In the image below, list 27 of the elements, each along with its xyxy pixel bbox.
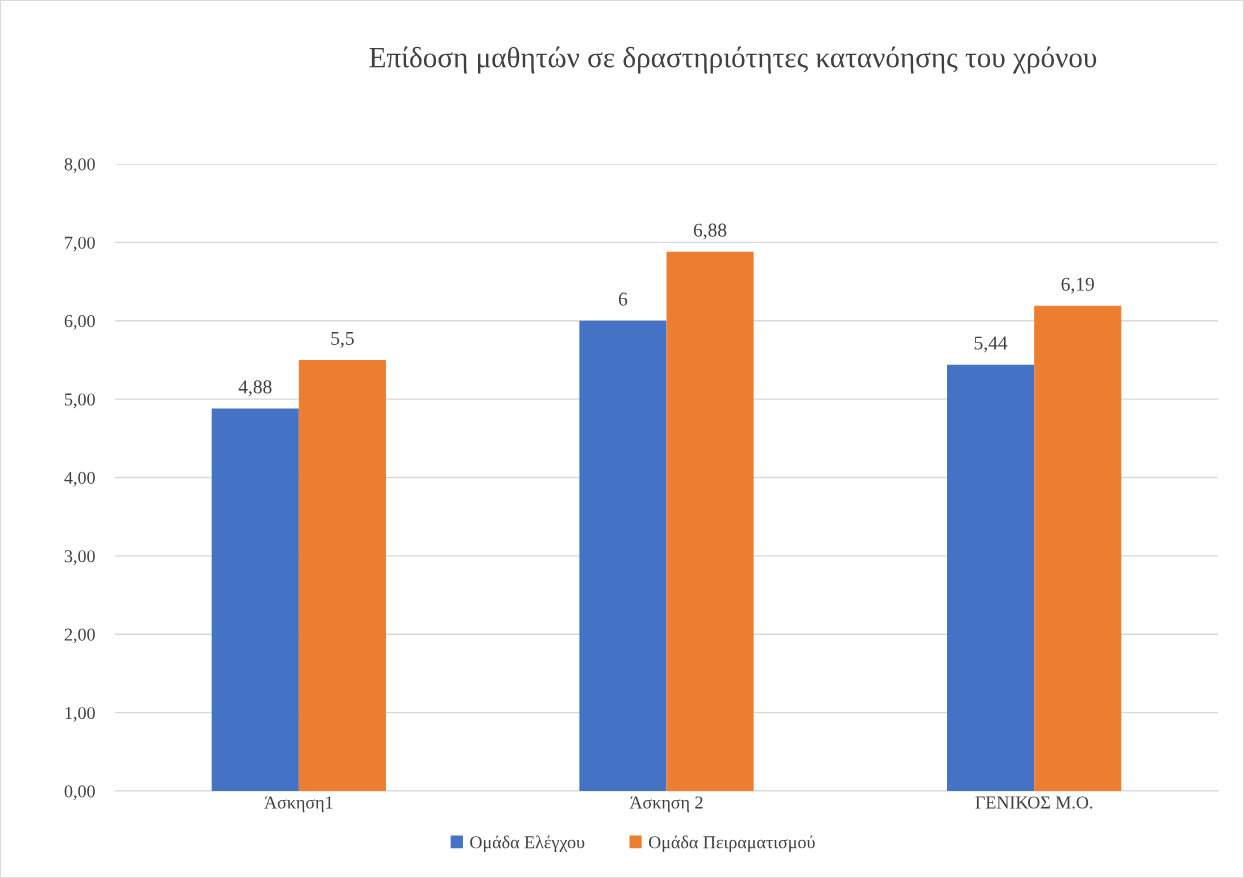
- y-tick-label: 2,00: [64, 628, 95, 644]
- y-tick-label: 0,00: [64, 785, 95, 801]
- y-tick-label: 5,00: [65, 393, 95, 409]
- data-label: 6: [618, 292, 628, 306]
- bar: [211, 408, 299, 791]
- chart-title: Επίδοση μαθητών σε δραστηριότητες κατανόησης του χρόνου: [369, 46, 1097, 74]
- x-tick-label: ΓΕΝΙΚΟΣ Μ.Ο.: [975, 796, 1093, 809]
- bar: [579, 320, 667, 791]
- x-tick-label: Άσκηση1: [264, 796, 333, 813]
- y-tick-label: 1,00: [65, 706, 95, 722]
- data-label: 6,88: [693, 223, 727, 240]
- data-label: 5,5: [331, 331, 354, 348]
- data-label: 4,88: [238, 380, 272, 397]
- y-tick-label: 8,00: [64, 158, 95, 174]
- legend-label: Ομάδα Πειραματισμού: [648, 835, 815, 853]
- data-label: 6,19: [1061, 277, 1094, 294]
- data-label: 5,44: [974, 336, 1008, 353]
- y-tick-label: 6,00: [64, 315, 95, 330]
- bar: [947, 364, 1035, 791]
- y-tick-label: 3,00: [64, 550, 95, 565]
- bar: [1034, 305, 1122, 791]
- bar: [666, 251, 754, 791]
- legend-label: Ομάδα Ελέγχου: [470, 835, 585, 853]
- y-tick-label: 7,00: [65, 236, 95, 252]
- y-tick-label: 4,00: [64, 471, 95, 487]
- bar: [298, 359, 386, 791]
- x-tick-label: Άσκηση 2: [629, 796, 703, 813]
